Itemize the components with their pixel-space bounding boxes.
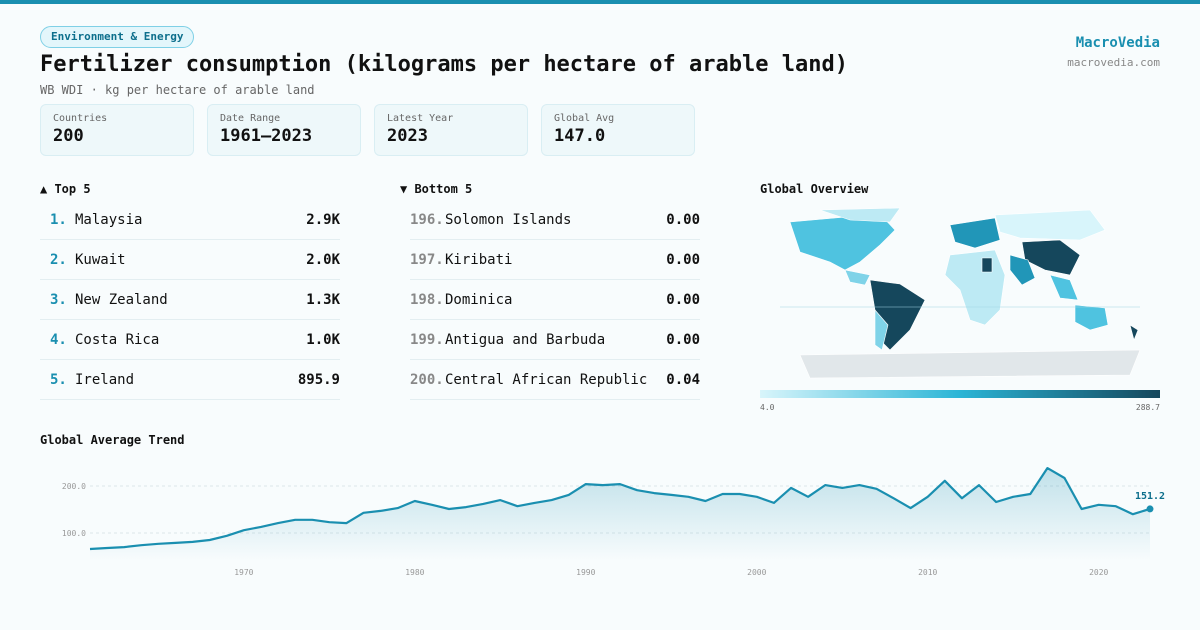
- country: Dominica: [445, 292, 513, 308]
- country: Solomon Islands: [445, 212, 572, 228]
- y-tick-label: 200.0: [62, 482, 86, 491]
- stat-value: 2023: [387, 126, 428, 146]
- stat-card: Date Range 1961–2023: [207, 104, 361, 156]
- x-tick-label: 1970: [234, 568, 253, 577]
- rank-row: 4. Costa Rica 1.0K: [40, 320, 340, 360]
- rank: 198.: [410, 292, 444, 308]
- stat-value: 147.0: [554, 126, 606, 146]
- stat-card: Countries 200: [40, 104, 194, 156]
- rank: 197.: [410, 252, 444, 268]
- country: Costa Rica: [75, 332, 160, 348]
- stat-label: Date Range: [220, 113, 281, 124]
- end-label: 151.2: [1135, 491, 1165, 502]
- top-bar: [0, 0, 1200, 4]
- brand: MacroVedia: [1075, 35, 1160, 51]
- stat-card: Global Avg 147.0: [541, 104, 695, 156]
- x-tick-label: 2020: [1089, 568, 1108, 577]
- rank-row: 2. Kuwait 2.0K: [40, 240, 340, 280]
- rank-row: 198. Dominica 0.00: [410, 280, 700, 320]
- map-title: Global Overview: [760, 182, 869, 196]
- map-shapes: [789, 207, 1141, 379]
- country: Antigua and Barbuda: [445, 332, 606, 348]
- country: Kuwait: [75, 252, 126, 268]
- value: 1.0K: [306, 332, 340, 348]
- rank-row: 5. Ireland 895.9: [40, 360, 340, 400]
- rank: 196.: [410, 212, 444, 228]
- rank: 199.: [410, 332, 444, 348]
- x-tick-label: 1990: [576, 568, 595, 577]
- value: 895.9: [297, 372, 340, 388]
- trend-line: [89, 467, 1151, 551]
- rank: 4.: [50, 332, 67, 348]
- value: 0.00: [666, 252, 700, 268]
- country: Central African Republic: [445, 372, 648, 388]
- x-tick-label: 2010: [918, 568, 937, 577]
- rank: 2.: [50, 252, 67, 268]
- legend-min: 4.0: [760, 403, 775, 412]
- value: 1.3K: [306, 292, 340, 308]
- value: 0.00: [666, 332, 700, 348]
- legend-gradient: [760, 390, 1160, 398]
- trend-area: [90, 468, 1150, 562]
- rank-row: 3. New Zealand 1.3K: [40, 280, 340, 320]
- country: New Zealand: [75, 292, 168, 308]
- stat-value: 1961–2023: [220, 126, 313, 146]
- country: Ireland: [75, 372, 135, 388]
- top-heading: ▲ Top 5: [40, 182, 91, 196]
- y-tick-label: 100.0: [62, 529, 86, 538]
- rank: 5.: [50, 372, 67, 388]
- stat-label: Countries: [53, 113, 108, 124]
- stat-label: Global Avg: [554, 113, 615, 124]
- stat-value: 200: [53, 126, 84, 146]
- country: Malaysia: [75, 212, 143, 228]
- rank: 1.: [50, 212, 67, 228]
- subtitle: WB WDI · kg per hectare of arable land: [40, 83, 315, 97]
- rank-row: 199. Antigua and Barbuda 0.00: [410, 320, 700, 360]
- bottom-heading: ▼ Bottom 5: [400, 182, 473, 196]
- world-map: 4.0 288.7: [760, 207, 1160, 412]
- legend-max: 288.7: [1136, 403, 1160, 412]
- value: 2.0K: [306, 252, 340, 268]
- stat-label: Latest Year: [387, 113, 454, 124]
- rank-row: 197. Kiribati 0.00: [410, 240, 700, 280]
- rank-row: 1. Malaysia 2.9K: [40, 200, 340, 240]
- rank: 200.: [410, 372, 444, 388]
- site: macrovedia.com: [1067, 56, 1160, 69]
- chart-title: Global Average Trend: [40, 433, 185, 447]
- x-tick-label: 1980: [405, 568, 424, 577]
- page-title: Fertilizer consumption (kilograms per he…: [40, 52, 848, 77]
- rank-row: 196. Solomon Islands 0.00: [410, 200, 700, 240]
- value: 0.04: [666, 372, 700, 388]
- x-tick-label: 2000: [747, 568, 766, 577]
- value: 0.00: [666, 212, 700, 228]
- rank-row: 200. Central African Republic 0.04: [410, 360, 700, 400]
- category-badge: Environment & Energy: [40, 26, 195, 48]
- country: Kiribati: [445, 252, 513, 268]
- value: 0.00: [666, 292, 700, 308]
- stat-card: Latest Year 2023: [374, 104, 528, 156]
- end-point: [1146, 505, 1154, 513]
- value: 2.9K: [306, 212, 340, 228]
- rank: 3.: [50, 292, 67, 308]
